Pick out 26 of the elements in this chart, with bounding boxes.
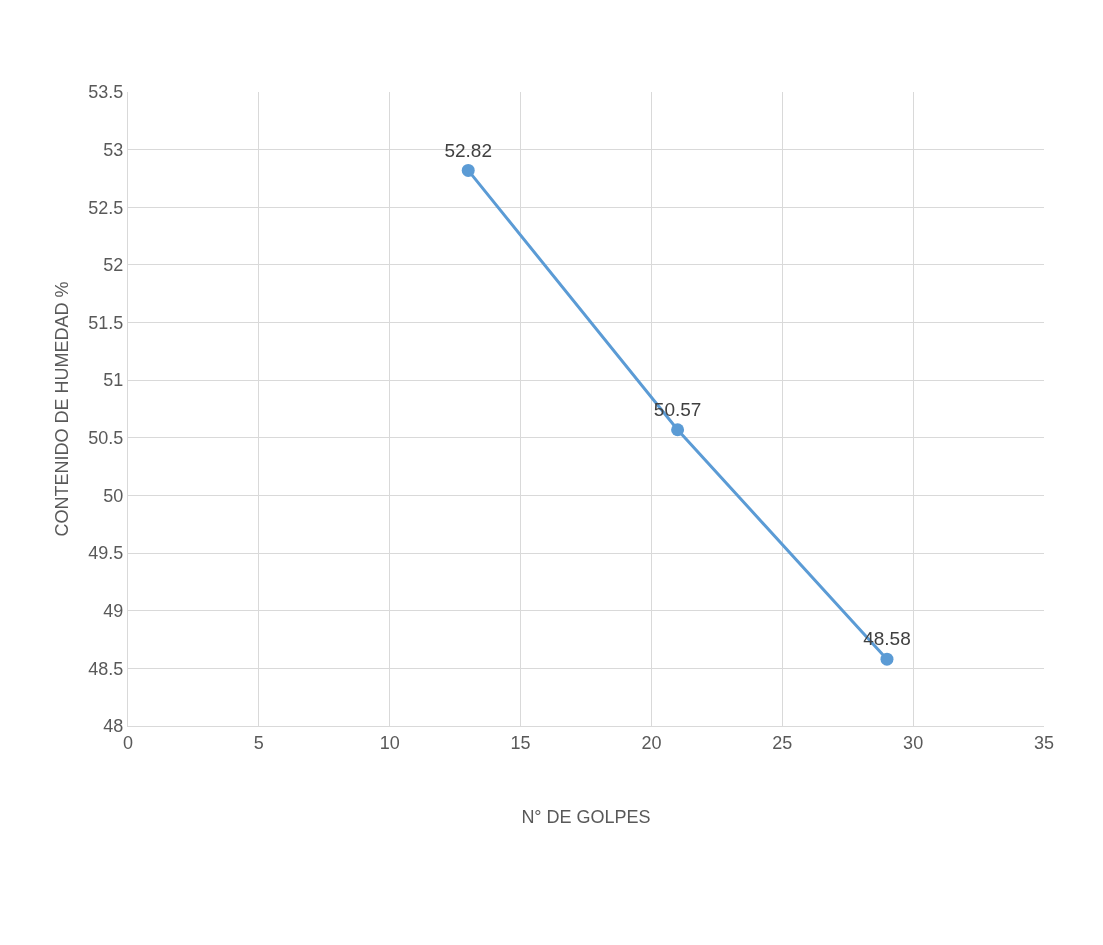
x-tick-label: 30 [903,732,924,753]
y-tick-label: 49 [103,601,124,622]
data-label: 52.82 [444,139,492,161]
point [461,163,475,177]
point [880,652,894,666]
y-tick-label: 53 [103,139,124,160]
x-tick-label: 10 [379,732,400,753]
x-tick-label: 5 [253,732,264,753]
y-tick-label: 51.5 [88,312,124,333]
x-axis-title: N° DE GOLPES [521,806,651,827]
y-tick-label: 53.5 [88,82,124,103]
y-tick-label: 48.5 [88,658,124,679]
y-tick-label: 52.5 [88,197,124,218]
y-tick-label: 52 [103,255,124,276]
y-tick-label: 50.5 [88,428,124,449]
y-tick-label: 50 [103,485,124,506]
x-tick-label: 20 [641,732,662,753]
x-tick-label: 15 [510,732,531,753]
y-tick-label: 49.5 [88,543,124,564]
y-tick-label: 48 [103,716,124,737]
x-tick-label: 25 [772,732,793,753]
x-tick-label: 0 [122,732,134,753]
y-tick-label: 51 [103,370,124,391]
x-tick-label: 35 [1033,732,1055,753]
point [671,423,685,437]
y-axis-title: CONTENIDO DE HUMEDAD % [52,281,73,537]
